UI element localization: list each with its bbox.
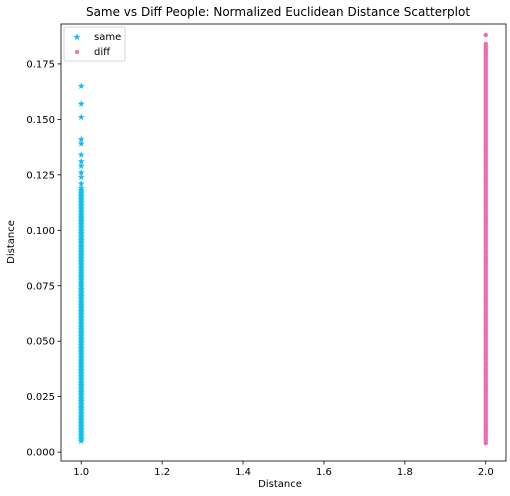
same-point-2	[77, 113, 85, 121]
chart-title: Same vs Diff People: Normalized Euclidea…	[86, 5, 470, 19]
legend: same diff	[63, 26, 126, 62]
y-tick-label-6: 0.150	[26, 115, 55, 126]
y-tick-label-5: 0.125	[26, 170, 55, 181]
y-tick-label-0: 0.000	[26, 448, 55, 459]
x-tick-label-3: 1.6	[316, 467, 332, 478]
x-axis-label: Distance	[258, 479, 302, 490]
points-layer	[77, 32, 488, 446]
x-axis: 1.0 1.2 1.4 1.6 1.8 2.0	[73, 461, 494, 478]
series-same	[77, 82, 85, 444]
legend-same-marker	[73, 33, 81, 41]
y-tick-label-4: 0.100	[26, 226, 55, 237]
series-diff	[483, 32, 488, 446]
same-point-5	[77, 151, 85, 158]
same-point-1	[77, 100, 85, 107]
same-point-6	[77, 157, 85, 165]
x-tick-label-5: 2.0	[478, 467, 494, 478]
y-tick-label-3: 0.075	[26, 281, 55, 292]
x-tick-label-0: 1.0	[73, 467, 89, 478]
legend-diff-label: diff	[94, 47, 111, 58]
diff-point-172	[483, 43, 488, 49]
legend-box	[63, 26, 126, 62]
x-tick-label-1: 1.2	[154, 467, 170, 478]
same-point-182	[77, 186, 85, 194]
x-tick-label-2: 1.4	[235, 467, 251, 478]
same-point-7	[77, 162, 85, 169]
same-point-0	[77, 82, 85, 90]
legend-diff-marker	[75, 50, 79, 54]
y-axis: 0.000 0.025 0.050 0.075 0.100 0.125 0.150 0.175	[26, 59, 61, 459]
y-tick-label-7: 0.175	[26, 59, 55, 70]
y-axis-label: Distance	[6, 220, 17, 264]
same-point-3	[77, 135, 85, 143]
same-point-9	[77, 173, 85, 180]
y-tick-label-2: 0.050	[26, 337, 55, 348]
diff-point-0	[483, 32, 488, 38]
x-tick-label-4: 1.8	[397, 467, 413, 478]
same-point-10	[77, 180, 85, 187]
y-tick-label-1: 0.025	[26, 392, 55, 403]
legend-same-label: same	[94, 32, 121, 43]
same-point-4	[77, 140, 85, 147]
plot-frame	[60, 23, 507, 462]
same-point-8	[77, 169, 85, 176]
